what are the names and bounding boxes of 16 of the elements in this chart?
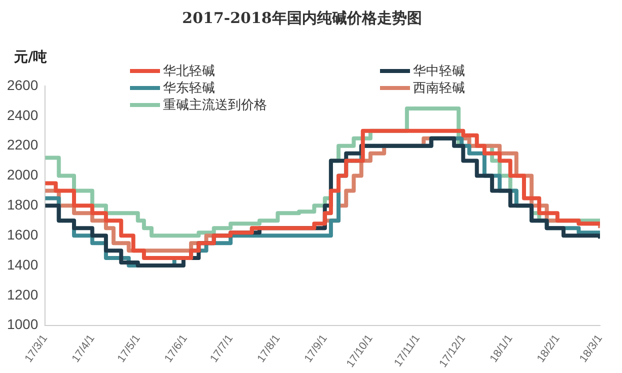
y-tick-label: 2400 (6, 106, 38, 123)
y-tick-label: 1600 (6, 226, 38, 242)
y-tick-label: 2200 (6, 136, 38, 153)
chart-title: 2017-2018年国内纯碱价格走势图 (182, 8, 422, 27)
legend-label: 华东轻碱 (163, 80, 215, 96)
legend-label: 华中轻碱 (413, 62, 465, 80)
legend-label: 重碱主流送到价格 (163, 96, 267, 114)
y-tick-label: 2600 (6, 76, 38, 93)
y-tick-label: 2000 (6, 166, 38, 183)
y-tick-label: 1200 (6, 286, 38, 302)
y-tick-label: 1400 (6, 256, 38, 272)
legend-label: 华北轻碱 (163, 62, 215, 80)
y-tick-label: 1000 (6, 316, 38, 332)
y-tick-label: 1800 (6, 196, 38, 213)
legend-label: 西南轻碱 (413, 80, 465, 96)
y-axis-title: 元/吨 (13, 50, 48, 66)
